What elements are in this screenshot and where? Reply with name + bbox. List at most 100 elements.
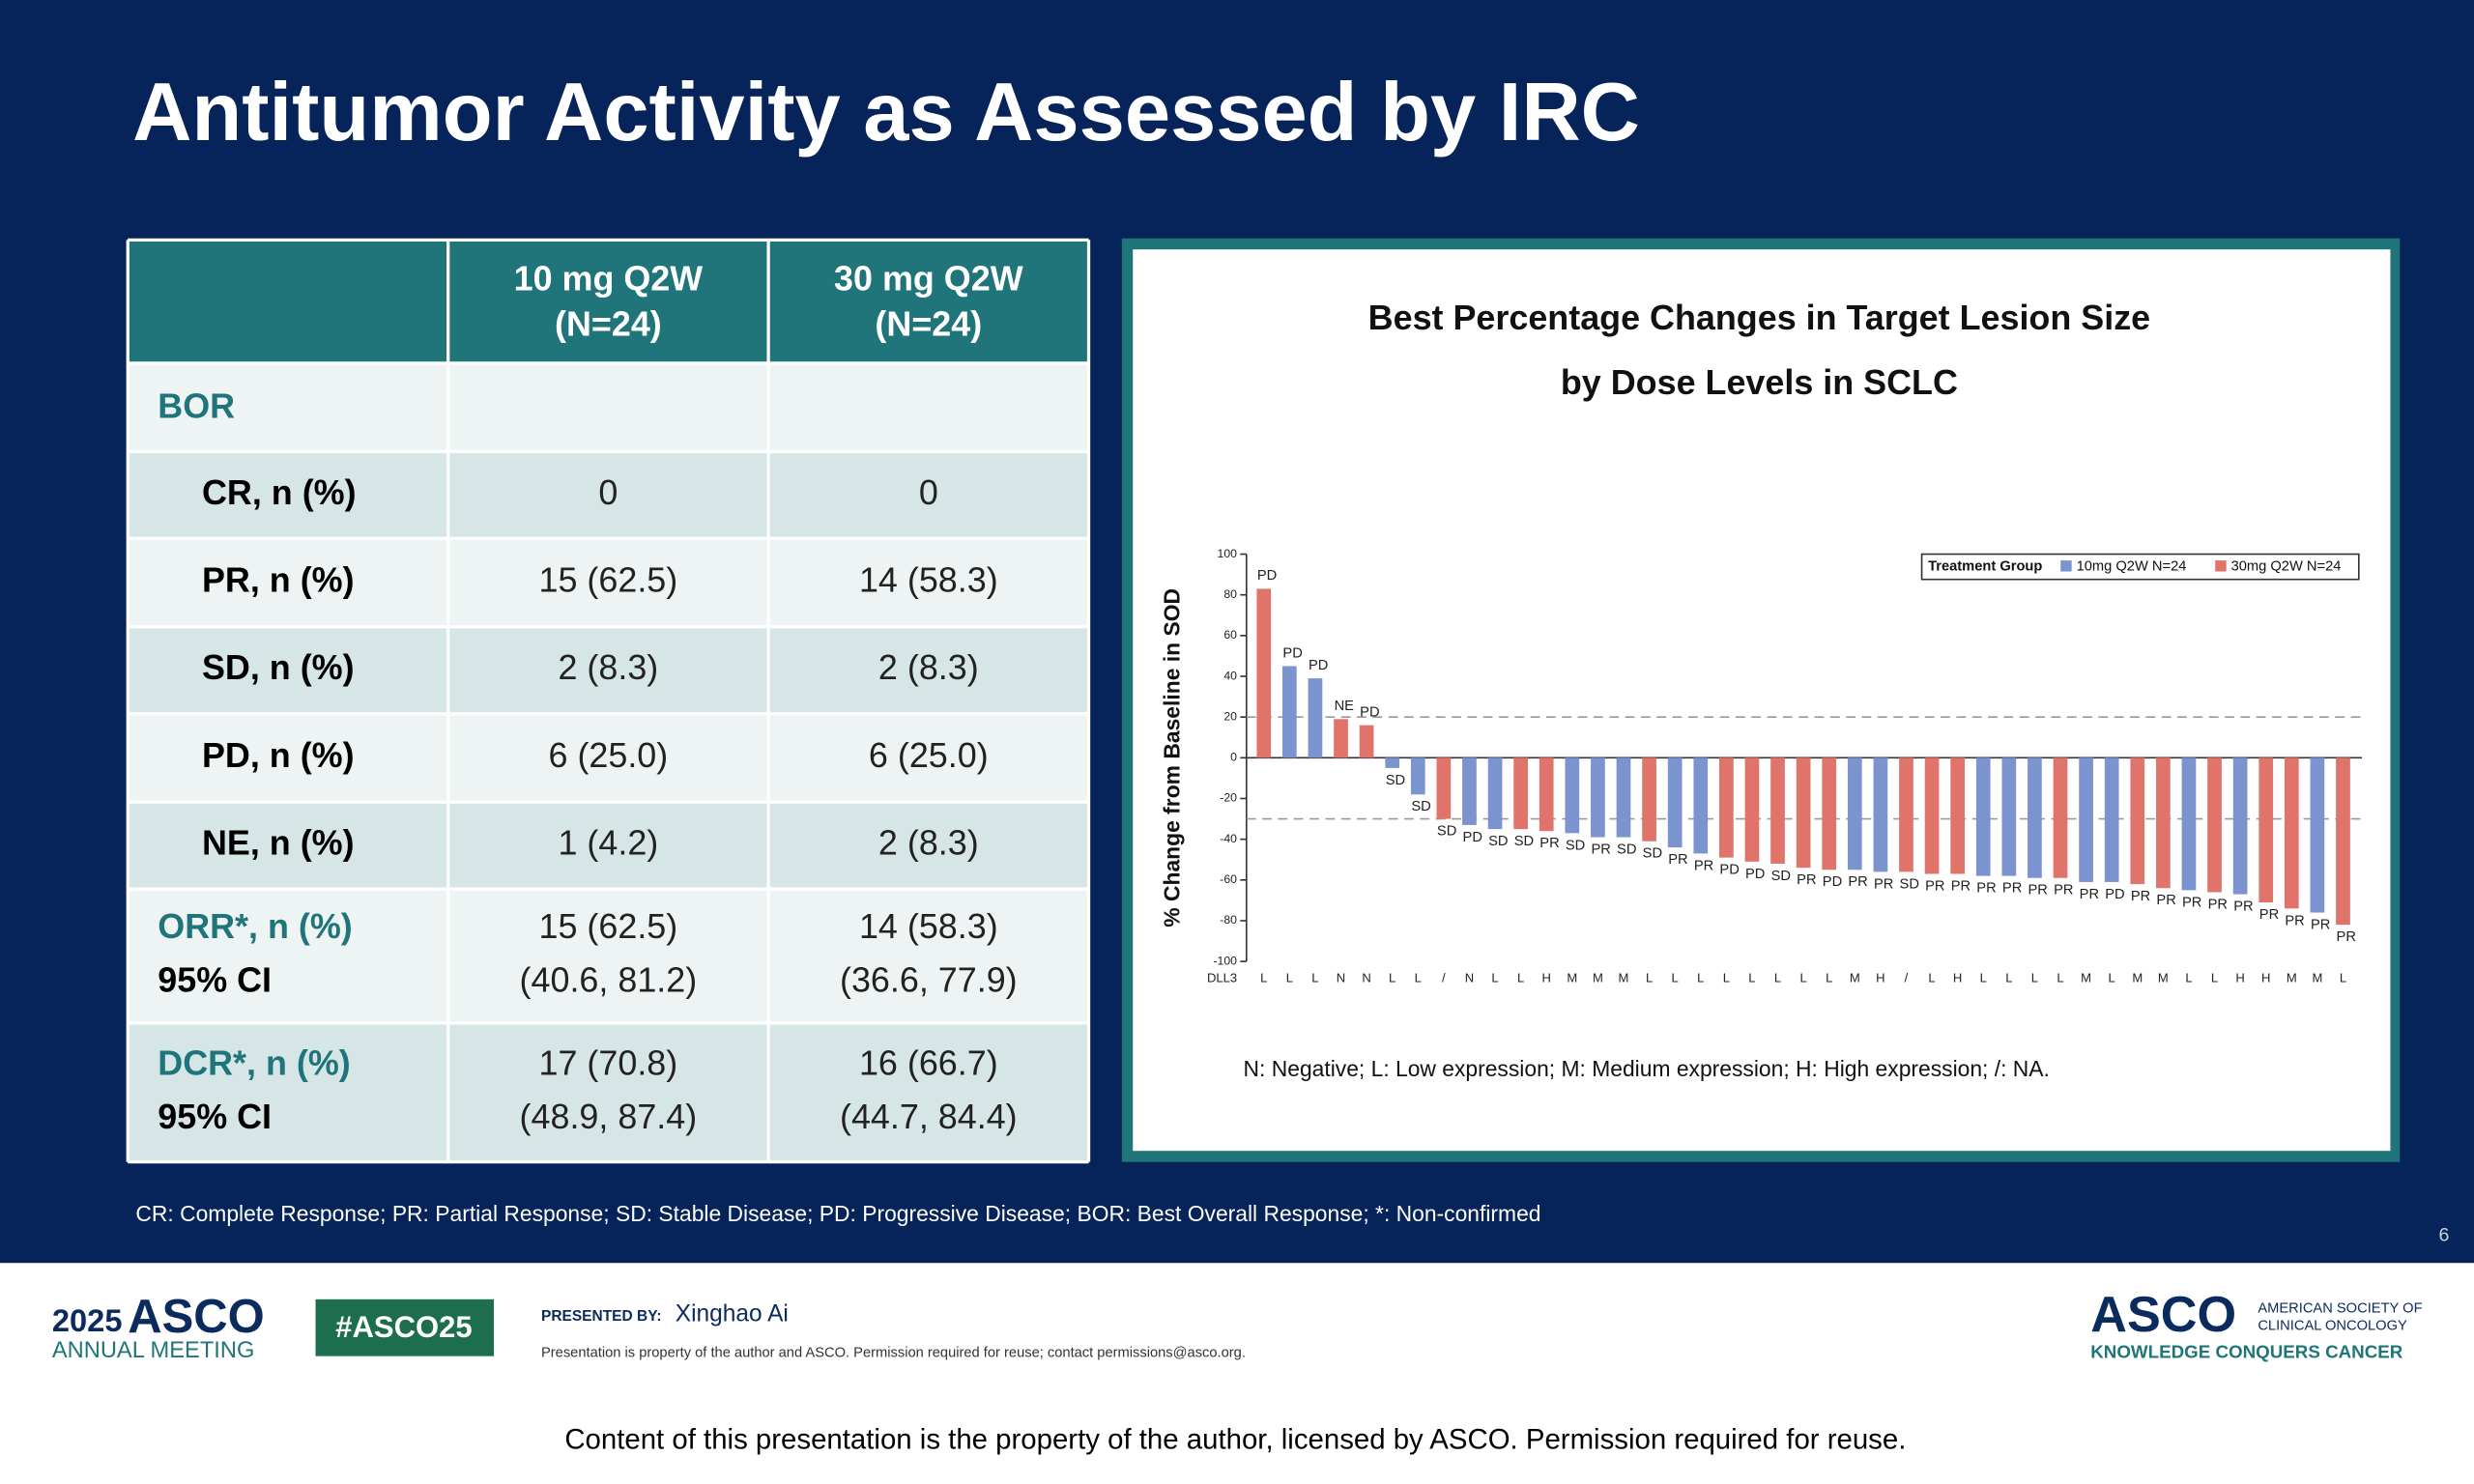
bar (2130, 757, 2145, 885)
y-tick-label: 40 (1223, 669, 1237, 682)
bar (1693, 757, 1709, 854)
bar-label: PD (1257, 568, 1277, 584)
x-tick-label: N (1337, 971, 1345, 985)
x-tick-label: M (1619, 971, 1629, 985)
bar-label: PR (1591, 842, 1610, 858)
chart-note: N: Negative; L: Low expression; M: Mediu… (1244, 1056, 2050, 1081)
x-tick-label: L (1774, 971, 1781, 985)
bar (1462, 757, 1477, 825)
bar-label: PR (2208, 897, 2228, 912)
bar-label: PD (1823, 874, 1842, 890)
x-tick-label: L (1980, 971, 1987, 985)
bar (1873, 757, 1888, 872)
column-header: 10 mg Q2W (514, 258, 704, 298)
table-cell: 15 (62.5) (539, 906, 678, 946)
bar-label: PR (1797, 872, 1816, 888)
bar-label: SD (1900, 876, 1919, 892)
x-tick-label: L (1286, 971, 1293, 985)
row-label: NE, n (%) (202, 823, 355, 863)
bar (1513, 757, 1528, 830)
bar (1308, 678, 1323, 758)
bar-label: PR (2233, 899, 2253, 915)
bar (2232, 757, 2248, 895)
footnote: CR: Complete Response; PR: Partial Respo… (135, 1201, 1540, 1226)
bar (1616, 757, 1631, 838)
y-axis-label: % Change from Baseline in SOD (1160, 588, 1185, 928)
presenter: Xinghao Ai (676, 1301, 789, 1327)
x-tick-label: H (1542, 971, 1551, 985)
bar (1642, 757, 1656, 842)
x-tick-label: L (1697, 971, 1704, 985)
hashtag: #ASCO25 (335, 1310, 472, 1344)
bar (2104, 757, 2119, 882)
legend-swatch (2060, 560, 2072, 572)
x-tick-label: L (1748, 971, 1755, 985)
section-row (128, 362, 1089, 452)
y-tick-label: -80 (1220, 913, 1237, 927)
x-tick-label: N (1362, 971, 1370, 985)
bar-label: PD (1745, 867, 1765, 882)
bar (2181, 757, 2197, 891)
bar (1334, 719, 1348, 758)
x-tick-label: N (1465, 971, 1474, 985)
bar (2336, 757, 2350, 926)
x-tick-label: L (1672, 971, 1679, 985)
bar-label: PR (2131, 889, 2150, 904)
bar-label: SD (1643, 846, 1662, 862)
section-label: BOR (158, 386, 235, 426)
bar-label: PR (1951, 878, 1971, 894)
bar (1796, 757, 1811, 869)
y-tick-label: -60 (1220, 872, 1237, 886)
bar (1565, 757, 1580, 834)
bar (1436, 757, 1452, 819)
meeting-year: 2025 (52, 1302, 123, 1338)
column-header: 30 mg Q2W (834, 258, 1023, 298)
property-note: Presentation is property of the author a… (541, 1345, 1246, 1360)
x-tick-label: L (2109, 971, 2115, 985)
bar-label: PD (1463, 830, 1482, 845)
bar-label: SD (1617, 842, 1636, 858)
x-tick-label: L (2185, 971, 2192, 985)
bar (1385, 757, 1400, 768)
table-row (128, 888, 1089, 1023)
bar-label: NE (1335, 699, 1355, 714)
bar-label: PD (2105, 887, 2124, 902)
bar (1359, 725, 1374, 758)
bar-label: SD (1488, 834, 1508, 849)
x-tick-label: L (1723, 971, 1730, 985)
table-cell: 14 (58.3) (859, 559, 998, 599)
bar (1539, 757, 1554, 832)
x-tick-label: / (1442, 971, 1446, 985)
y-tick-label: -20 (1220, 791, 1237, 805)
table-row (128, 1022, 1089, 1162)
bar-label: PR (1976, 881, 1996, 897)
x-tick-label: L (2340, 971, 2346, 985)
bar-label: PD (1282, 645, 1302, 661)
chart-panel (1133, 249, 2391, 1152)
bar-label: PR (2285, 913, 2304, 928)
x-tick-label: M (2312, 971, 2322, 985)
meeting-sub: ANNUAL MEETING (52, 1338, 254, 1363)
page-number: 6 (2439, 1225, 2450, 1246)
bar-label: SD (1514, 834, 1534, 849)
bar (1487, 757, 1503, 830)
bar-label: PR (2156, 893, 2175, 908)
legend-label: 10mg Q2W N=24 (2077, 559, 2187, 575)
table-cell: 0 (919, 472, 938, 512)
table-row (128, 713, 1089, 803)
bar-label: PR (2002, 881, 2022, 897)
y-tick-label: 100 (1218, 547, 1238, 560)
bar (2001, 757, 2017, 876)
bar-label: PR (2337, 929, 2356, 945)
column-header: (N=24) (555, 304, 662, 344)
row-label: ORR*, n (%) (158, 906, 352, 946)
row-label: 95% CI (158, 1097, 272, 1136)
bar-label: PR (1925, 878, 1944, 894)
tagline: KNOWLEDGE CONQUERS CANCER (2090, 1341, 2403, 1361)
x-tick-label: L (2005, 971, 2012, 985)
bar (1847, 757, 1862, 870)
x-tick-label: L (2031, 971, 2038, 985)
table-cell: (44.7, 84.4) (840, 1097, 1018, 1136)
x-tick-label: L (1389, 971, 1395, 985)
x-tick-label: M (2158, 971, 2169, 985)
